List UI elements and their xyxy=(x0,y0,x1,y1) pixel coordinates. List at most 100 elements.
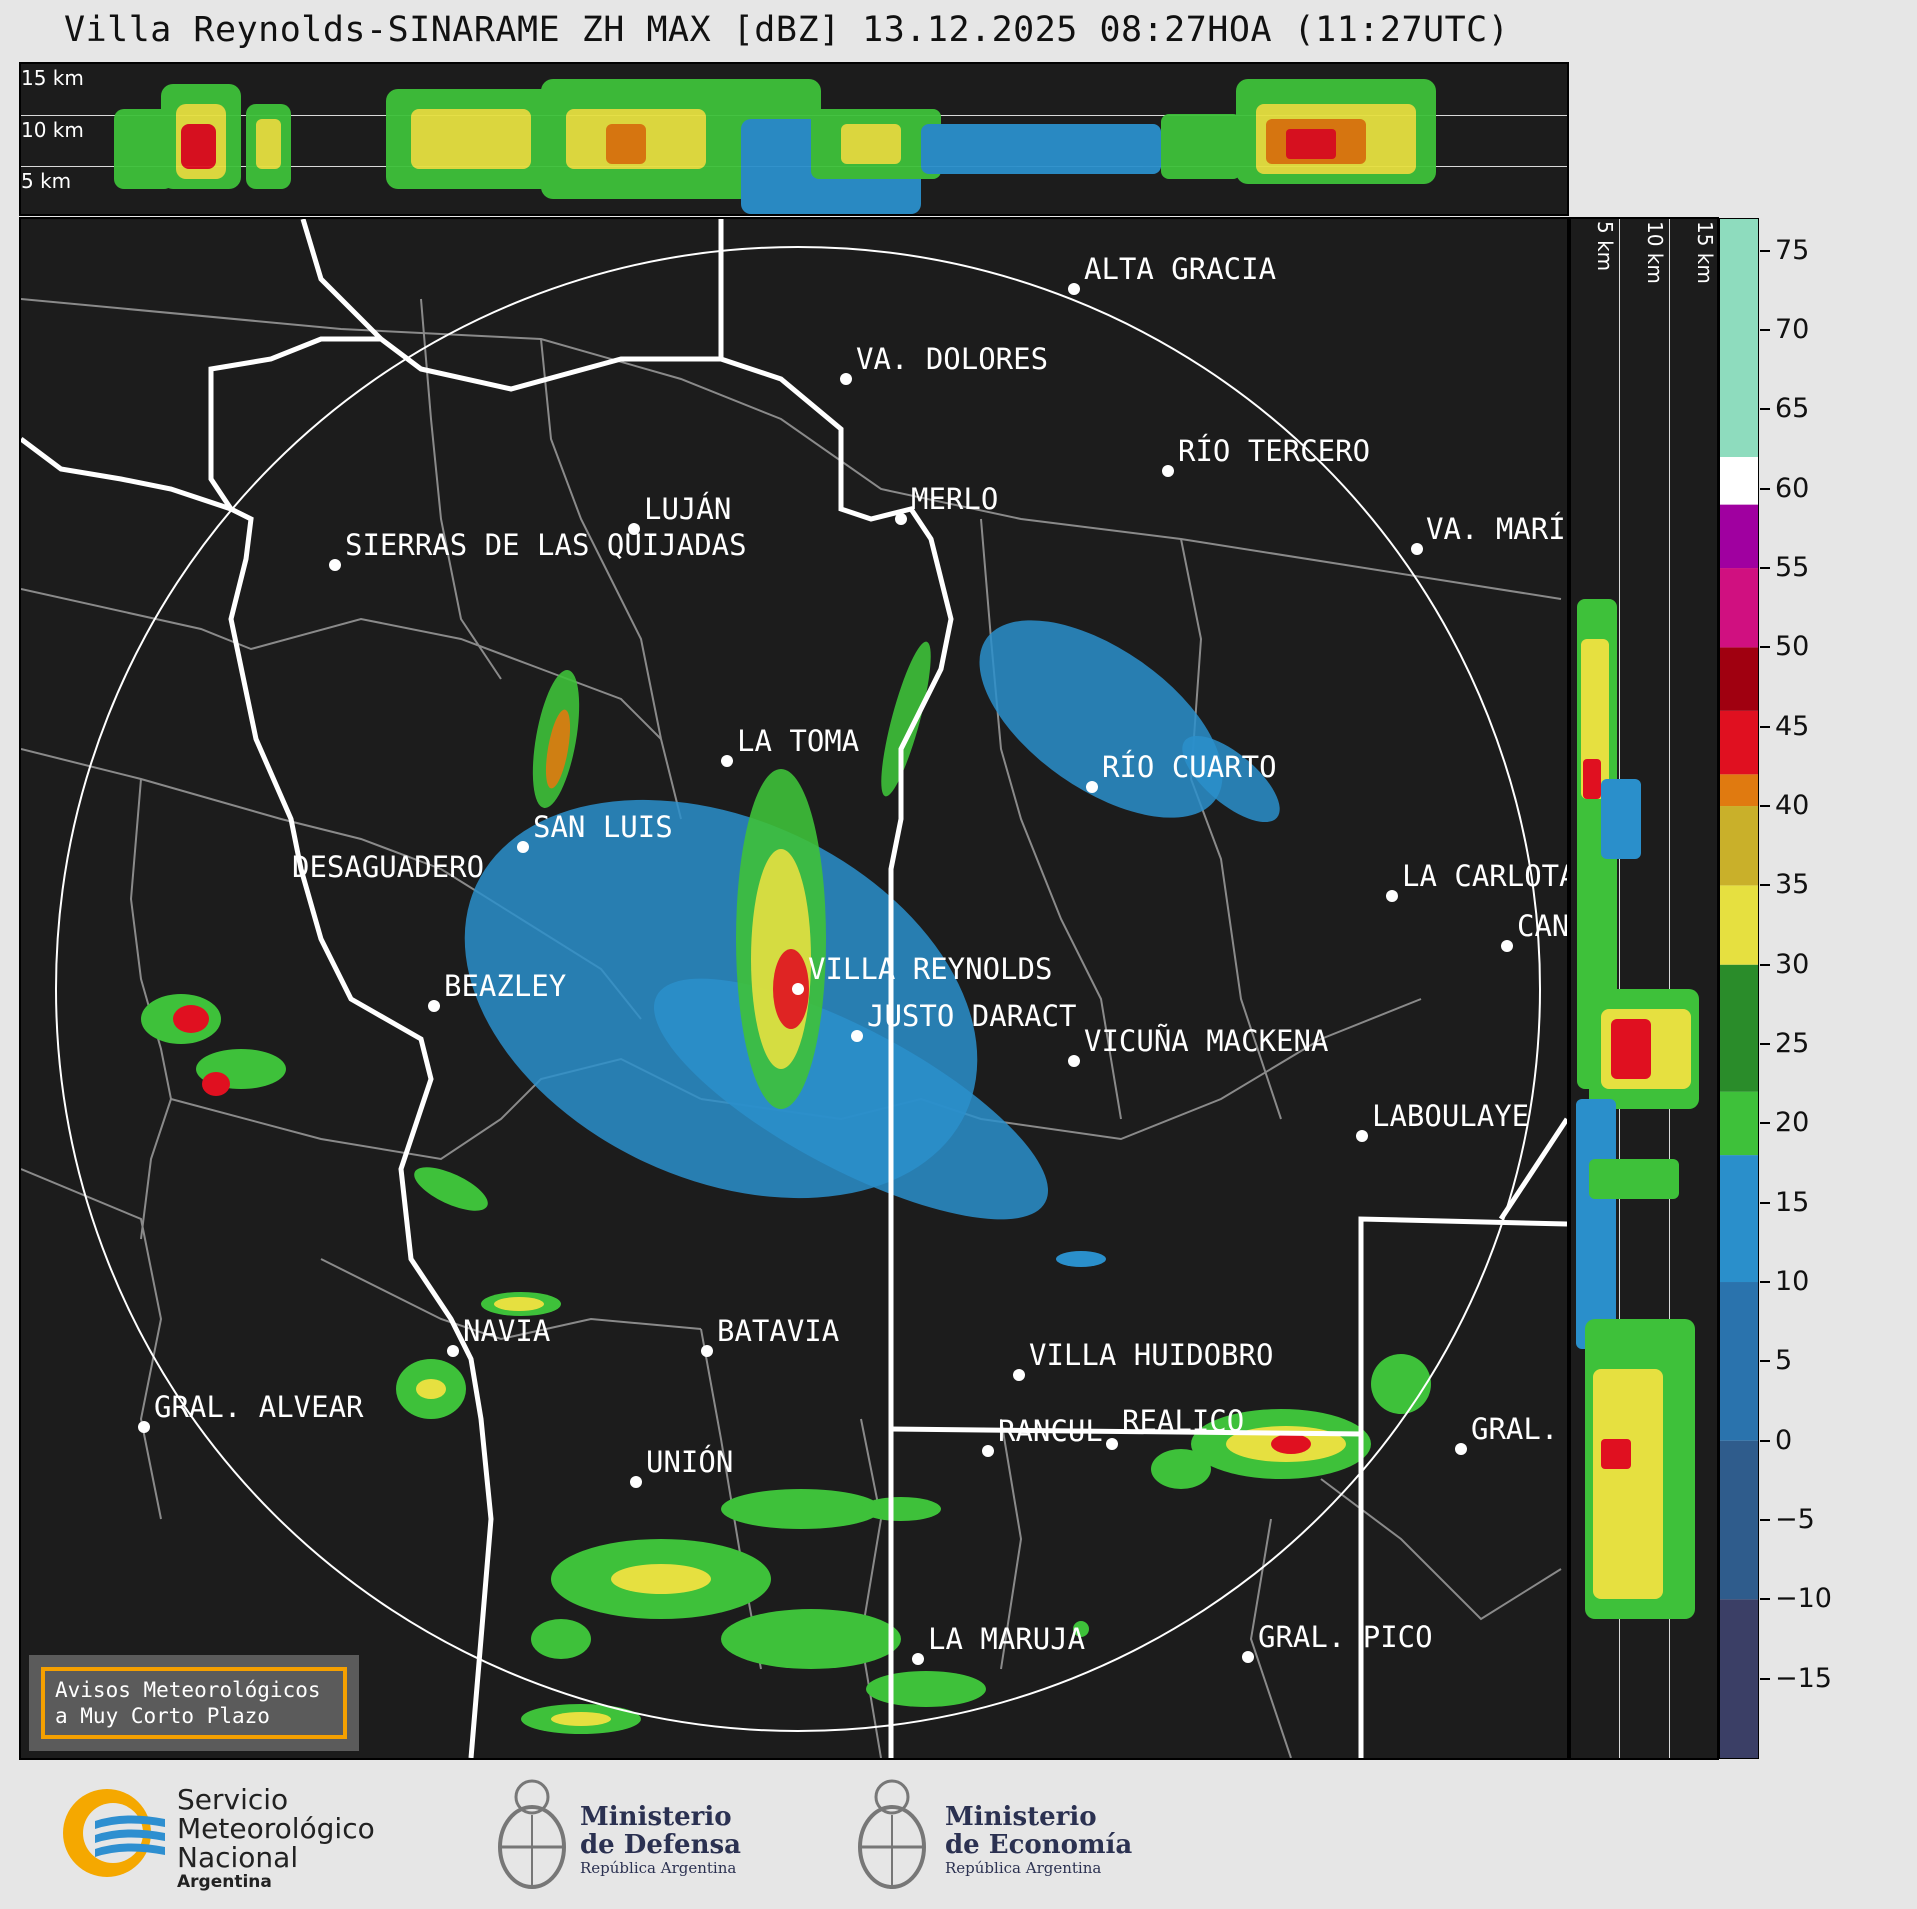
map-canvas xyxy=(21,219,1567,1758)
avisos-frame: Avisos Meteorológicos a Muy Corto Plazo xyxy=(41,1667,347,1739)
colorbar-tick-mark xyxy=(1760,408,1770,411)
city-label: CAN xyxy=(1517,909,1567,943)
city-label: LA CARLOTA xyxy=(1402,859,1567,893)
colorbar-tick-label: 5 xyxy=(1775,1345,1793,1377)
colorbar-tick-label: −5 xyxy=(1775,1504,1815,1535)
colorbar-tick-mark xyxy=(1760,1677,1770,1680)
colorbar-tick-mark xyxy=(1760,567,1770,570)
smn-line2: Meteorológico xyxy=(177,1812,375,1845)
colorbar-tick-label: 25 xyxy=(1775,1028,1810,1060)
city-label: RANCUL xyxy=(998,1414,1103,1448)
city-label: UNIÓN xyxy=(646,1445,733,1479)
map-title: Villa Reynolds-SINARAME ZH MAX [dBZ] 13.… xyxy=(64,10,1510,50)
colorbar-segment xyxy=(1720,885,1758,965)
city-label: MERLO xyxy=(911,482,998,516)
colorbar-tick-label: 0 xyxy=(1775,1424,1793,1456)
city-label: VA. MARÍ xyxy=(1426,512,1566,546)
colorbar-segment xyxy=(1720,456,1758,505)
national-seal-icon xyxy=(498,1779,566,1889)
height-label-10km-right: 10 km xyxy=(1643,221,1667,284)
smn-sub: Argentina xyxy=(177,1872,272,1892)
top-echo-profile xyxy=(114,79,1436,214)
city-label: JUSTO DARACT xyxy=(867,999,1077,1033)
colorbar-tick-label: 30 xyxy=(1775,948,1810,980)
colorbar-tick-mark xyxy=(1760,487,1770,490)
colorbar-tick-mark xyxy=(1760,1439,1770,1442)
colorbar-tick-mark xyxy=(1760,1281,1770,1284)
colorbar-tick-mark xyxy=(1760,1201,1770,1204)
city-label: NAVIA xyxy=(463,1314,550,1348)
radar-map[interactable]: ALTA GRACIA VA. DOLORES RÍO TERCERO LUJÁ… xyxy=(19,217,1569,1760)
city-label: BATAVIA xyxy=(717,1314,839,1348)
city-label: VA. DOLORES xyxy=(856,342,1048,376)
national-seal-icon xyxy=(858,1779,926,1889)
gridline-5km-vertical xyxy=(1619,219,1620,1758)
city-label: GRAL. PICO xyxy=(1258,1620,1433,1654)
colorbar-segment xyxy=(1720,219,1758,457)
colorbar-tick-label: 75 xyxy=(1775,234,1810,266)
range-ring xyxy=(55,246,1541,1732)
city-label: BEAZLEY xyxy=(444,969,566,1003)
colorbar-tick-label: 15 xyxy=(1775,1186,1810,1218)
colorbar-segment xyxy=(1720,568,1758,648)
height-label-5km-right: 5 km xyxy=(1593,221,1617,272)
colorbar-segment xyxy=(1720,1599,1758,1758)
colorbar-tick-mark xyxy=(1760,963,1770,966)
colorbar-tick-label: −10 xyxy=(1775,1583,1832,1615)
city-label: RÍO TERCERO xyxy=(1178,434,1370,468)
top-cross-section-panel: 15 km 10 km 5 km xyxy=(19,62,1569,216)
radar-echoes xyxy=(141,620,1431,1734)
city-label: DESAGUADERO xyxy=(292,850,484,884)
avisos-line2: a Muy Corto Plazo xyxy=(55,1704,270,1728)
city-layer: ALTA GRACIA VA. DOLORES RÍO TERCERO LUJÁ… xyxy=(138,252,1567,1665)
colorbar-tick-mark xyxy=(1760,249,1770,252)
colorbar-tick-label: −15 xyxy=(1775,1662,1832,1694)
right-cross-section-panel: 5 km 10 km 15 km xyxy=(1569,217,1719,1760)
colorbar-segment xyxy=(1720,710,1758,775)
colorbar-tick-label: 55 xyxy=(1775,552,1810,584)
colorbar-tick-label: 20 xyxy=(1775,1107,1810,1139)
colorbar-tick-mark xyxy=(1760,1122,1770,1125)
city-label: LA MARUJA xyxy=(928,1622,1085,1656)
gridline-10km-vertical xyxy=(1669,219,1670,1758)
city-label: LUJÁN xyxy=(644,492,731,526)
colorbar-tick-label: 50 xyxy=(1775,631,1810,663)
economia-sub: República Argentina xyxy=(945,1859,1102,1877)
city-label: REALICO xyxy=(1122,1404,1244,1438)
colorbar-scale xyxy=(1720,219,1758,1758)
colorbar-tick-label: 65 xyxy=(1775,393,1810,425)
height-label-15km-right: 15 km xyxy=(1693,221,1717,284)
colorbar-segment xyxy=(1720,1282,1758,1441)
colorbar-tick-mark xyxy=(1760,725,1770,728)
colorbar-tick-mark xyxy=(1760,1360,1770,1363)
smn-line3: Nacional xyxy=(177,1841,299,1874)
height-label-15km: 15 km xyxy=(21,66,84,90)
colorbar-segment xyxy=(1720,1440,1758,1600)
smn-line1: Servicio xyxy=(177,1783,289,1816)
colorbar-tick-label: 40 xyxy=(1775,790,1810,822)
smn-logo: Servicio Meteorológico Nacional Argentin… xyxy=(55,1775,395,1895)
city-label: ALTA GRACIA xyxy=(1084,252,1276,286)
defensa-line2: de Defensa xyxy=(580,1830,741,1860)
colorbar-tick-mark xyxy=(1760,1519,1770,1521)
colorbar-segment xyxy=(1720,1155,1758,1283)
city-label: SIERRAS DE LAS QUIJADAS xyxy=(345,528,747,562)
smn-emblem-icon xyxy=(63,1789,165,1877)
defensa-line1: Ministerio xyxy=(580,1802,732,1832)
colorbar-tick-label: 35 xyxy=(1775,869,1810,901)
province-borders xyxy=(21,219,1567,1758)
colorbar-tick-label: 70 xyxy=(1775,314,1810,346)
city-label: GRAL. xyxy=(1471,1412,1558,1446)
colorbar-tick-mark xyxy=(1760,1598,1770,1601)
city-label: RÍO CUARTO xyxy=(1102,750,1277,784)
colorbar-tick-label: 45 xyxy=(1775,710,1810,742)
colorbar-segment xyxy=(1720,964,1758,1092)
colorbar-tick-label: 60 xyxy=(1775,472,1810,504)
colorbar xyxy=(1719,218,1759,1759)
height-label-5km: 5 km xyxy=(21,169,72,193)
avisos-box[interactable]: Avisos Meteorológicos a Muy Corto Plazo xyxy=(29,1655,359,1751)
colorbar-tick-mark xyxy=(1760,646,1770,649)
colorbar-tick-mark xyxy=(1760,805,1770,808)
economia-line2: de Economía xyxy=(945,1830,1133,1860)
defensa-sub: República Argentina xyxy=(580,1859,737,1877)
